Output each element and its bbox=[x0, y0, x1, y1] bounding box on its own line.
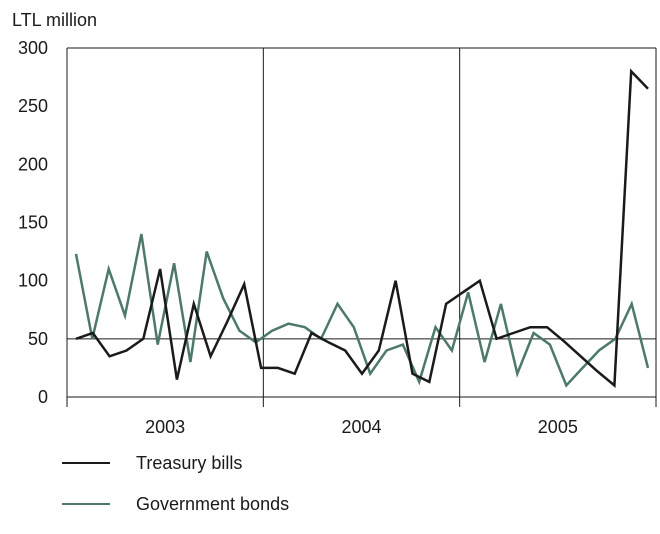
y-tick-label: 200 bbox=[18, 154, 48, 174]
y-tick-label: 0 bbox=[38, 387, 48, 407]
legend-item-treasury-bills: Treasury bills bbox=[62, 452, 289, 474]
y-unit-label: LTL million bbox=[12, 10, 97, 30]
y-tick-label: 250 bbox=[18, 96, 48, 116]
x-tick-label: 2005 bbox=[538, 417, 578, 437]
y-axis-ticks: 0 50 100 150 200 250 300 bbox=[18, 38, 48, 407]
legend-label-treasury-bills: Treasury bills bbox=[136, 453, 242, 474]
series-lines bbox=[76, 71, 648, 385]
legend-swatch-government-bonds bbox=[62, 503, 110, 505]
legend-label-government-bonds: Government bonds bbox=[136, 494, 289, 515]
y-tick-label: 50 bbox=[28, 329, 48, 349]
legend-swatch-treasury-bills bbox=[62, 462, 110, 464]
series-line-government-bonds bbox=[76, 234, 648, 385]
legend-item-government-bonds: Government bonds bbox=[62, 493, 289, 515]
legend: Treasury bills Government bonds bbox=[62, 452, 289, 534]
series-line-treasury-bills bbox=[76, 71, 648, 385]
y-tick-label: 300 bbox=[18, 38, 48, 58]
y-tick-label: 150 bbox=[18, 213, 48, 233]
x-tick-label: 2004 bbox=[341, 417, 381, 437]
x-tick-label: 2003 bbox=[145, 417, 185, 437]
y-tick-label: 100 bbox=[18, 271, 48, 291]
x-axis-ticks: 2003 2004 2005 bbox=[67, 397, 656, 437]
